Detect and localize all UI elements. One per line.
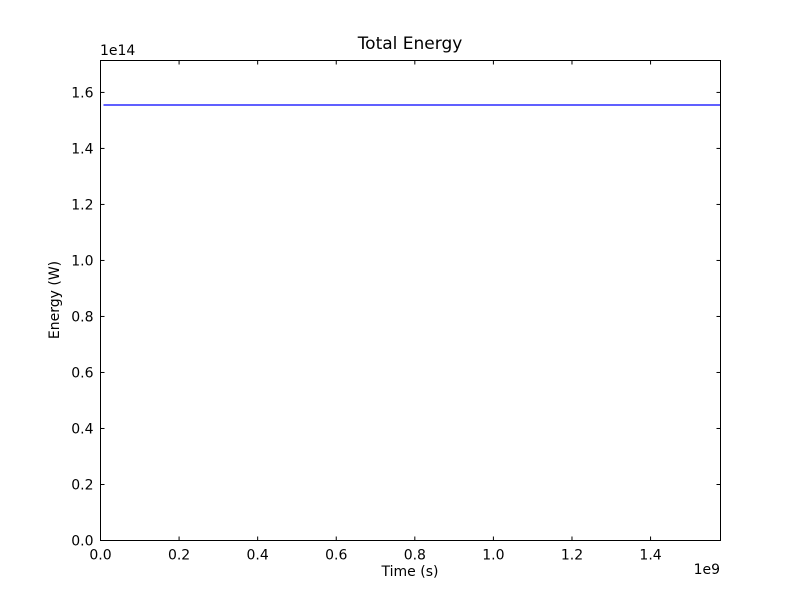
y-tick-label: 0.4 bbox=[71, 421, 93, 437]
x-tick-label: 0.2 bbox=[168, 548, 190, 564]
y-tick-label: 0.8 bbox=[71, 309, 93, 325]
plot-area-frame bbox=[100, 60, 721, 541]
y-tick-label: 1.2 bbox=[71, 197, 93, 213]
x-tick-label: 1.2 bbox=[561, 548, 583, 564]
x-tick-label: 0.0 bbox=[89, 548, 111, 564]
y-tick-label: 0.6 bbox=[71, 365, 93, 381]
y-axis-label: Energy (W) bbox=[47, 261, 63, 339]
chart-title: Total Energy bbox=[357, 34, 463, 54]
x-axis-label: Time (s) bbox=[381, 564, 439, 580]
x-offset-label: 1e9 bbox=[694, 562, 720, 578]
y-tick-label: 0.0 bbox=[71, 534, 93, 550]
y-tick-label: 1.6 bbox=[71, 85, 93, 101]
x-tick-label: 1.4 bbox=[639, 548, 661, 564]
y-tick-label: 1.4 bbox=[71, 141, 93, 157]
y-offset-label: 1e14 bbox=[100, 43, 135, 59]
x-tick-label: 1.0 bbox=[482, 548, 504, 564]
x-tick-label: 0.4 bbox=[247, 548, 269, 564]
x-tick-label: 0.6 bbox=[325, 548, 347, 564]
y-tick-label: 1.0 bbox=[71, 253, 93, 269]
y-tick-label: 0.2 bbox=[71, 477, 93, 493]
x-tick-label: 0.8 bbox=[404, 548, 426, 564]
